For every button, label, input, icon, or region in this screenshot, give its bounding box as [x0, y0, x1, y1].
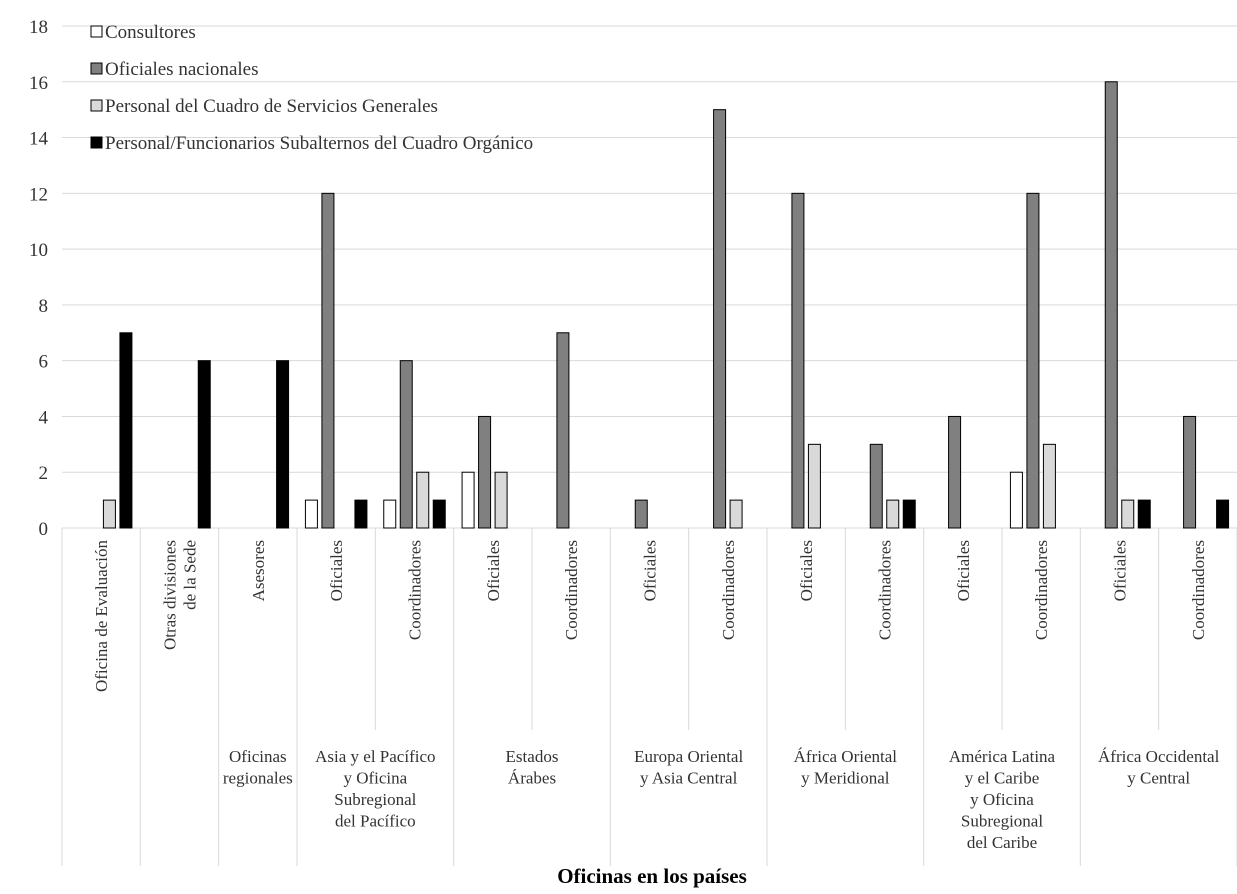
bar	[1009, 471, 1023, 529]
bar	[1216, 499, 1230, 529]
bar	[729, 499, 743, 529]
bar	[713, 109, 727, 529]
category-label: Oficiales	[954, 540, 973, 601]
category-label: Otras divisionesde la Sede	[161, 540, 200, 650]
y-tick-label: 10	[29, 240, 48, 261]
bar	[197, 360, 211, 529]
bars	[102, 81, 1230, 529]
bar	[1104, 81, 1118, 529]
legend-swatch	[90, 25, 103, 38]
y-tick-label: 2	[39, 463, 49, 484]
bar	[461, 471, 475, 529]
bar	[432, 499, 446, 529]
legend-swatch	[90, 136, 103, 149]
x-axis: Oficina de Evaluación Otras divisionesde …	[61, 528, 1237, 866]
bar	[1026, 192, 1040, 529]
group-label: Oficinas regionales	[223, 747, 293, 788]
category-label: Oficiales	[1111, 540, 1130, 601]
legend-label: Personal del Cuadro de Servicios General…	[105, 96, 438, 117]
category-label: Oficiales	[484, 540, 503, 601]
category-label: Asesores	[249, 540, 268, 601]
bar	[948, 415, 962, 529]
bar	[1121, 499, 1135, 529]
category-label: Oficiales	[797, 540, 816, 601]
category-label: Coordinadores	[406, 540, 425, 640]
group-label: Europa Oriental y Asia Central	[634, 747, 743, 788]
category-label: Coordinadores	[719, 540, 738, 640]
bar	[807, 443, 821, 529]
category-label: Oficina de Evaluación	[92, 540, 111, 692]
category-label: Coordinadores	[1189, 540, 1208, 640]
category-label: Oficiales	[641, 540, 660, 601]
y-tick-label: 8	[39, 296, 49, 317]
bar	[1137, 499, 1151, 529]
legend-swatch	[90, 99, 103, 112]
y-tick-label: 18	[29, 17, 48, 38]
bar	[102, 499, 116, 529]
bar	[383, 499, 397, 529]
bar	[119, 332, 133, 529]
bar	[1183, 415, 1197, 529]
category-label: Coordinadores	[876, 540, 895, 640]
y-tick-label: 4	[39, 407, 49, 428]
x-axis-title: Oficinas en los países	[557, 864, 747, 888]
bar	[321, 192, 335, 529]
y-tick-label: 16	[29, 73, 48, 94]
category-label: Coordinadores	[562, 540, 581, 640]
legend-label: Oficiales nacionales	[105, 59, 259, 80]
group-label: Estados Árabes	[506, 747, 559, 788]
bar	[304, 499, 318, 529]
bar	[478, 415, 492, 529]
y-tick-label: 14	[29, 129, 49, 150]
y-tick-label: 6	[39, 352, 49, 373]
bar	[791, 192, 805, 529]
legend-label: Consultores	[105, 22, 196, 43]
group-label: África Occidental y Central	[1098, 747, 1220, 788]
bar	[902, 499, 916, 529]
legend-label: Personal/Funcionarios Subalternos del Cu…	[105, 133, 533, 154]
bar	[416, 471, 430, 529]
group-label: África Oriental y Meridional	[794, 747, 898, 788]
y-axis-ticks: 0 2 4 6 8 10 12 14 16 18	[29, 17, 49, 540]
bar	[494, 471, 508, 529]
bar	[886, 499, 900, 529]
y-tick-label: 0	[39, 519, 49, 540]
bar	[634, 499, 648, 529]
bar	[354, 499, 368, 529]
bar	[399, 360, 413, 529]
y-tick-label: 12	[29, 184, 48, 205]
bar	[556, 332, 570, 529]
legend-swatch	[90, 62, 103, 75]
legend: Consultores Oficiales nacionales Personal …	[90, 22, 533, 154]
category-label: Coordinadores	[1032, 540, 1051, 640]
gridlines	[62, 25, 1237, 529]
group-label: Asia y el Pacífico y Oficina Subregional de…	[315, 747, 435, 831]
group-label: América Latina y el Caribe y Oficina Subreg…	[949, 747, 1056, 852]
bar	[869, 443, 883, 529]
bar	[276, 360, 290, 529]
category-label: Oficiales	[327, 540, 346, 601]
bar	[1042, 443, 1056, 529]
